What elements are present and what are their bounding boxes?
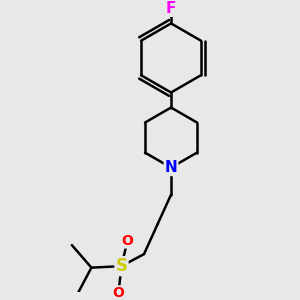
Text: F: F xyxy=(166,1,176,16)
Text: O: O xyxy=(112,286,124,300)
Text: N: N xyxy=(165,160,177,175)
Text: O: O xyxy=(122,234,134,248)
Text: S: S xyxy=(116,257,128,275)
